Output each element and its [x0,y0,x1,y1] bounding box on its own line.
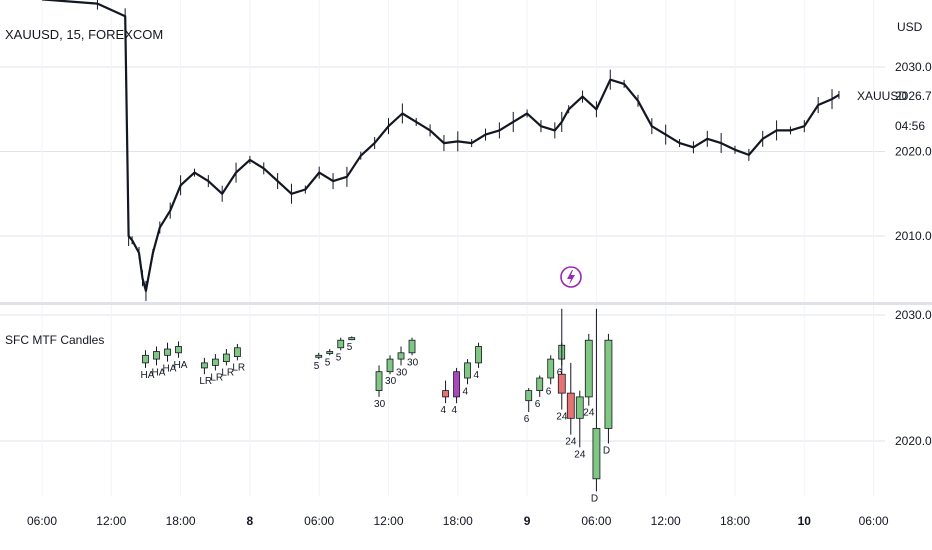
mtf-candle-label: 4 [441,405,447,416]
indicator-axis-label: 2020.00 [895,434,932,448]
mtf-candle-label: 24 [556,412,568,423]
mtf-candle-label: 5 [336,352,342,363]
bar-countdown: 04:56 [895,119,925,133]
mtf-candle-body[interactable] [566,392,575,419]
mtf-candle-label: LR [199,376,212,387]
time-axis-label: 06:00 [859,514,889,528]
price-axis-main[interactable]: 2030.00 2020.00 2010.00 [895,60,932,243]
mtf-candle-body[interactable] [453,371,460,398]
mtf-candle-label: 30 [374,399,386,410]
time-axis-label: 12:00 [96,514,126,528]
mtf-candle-body[interactable] [397,352,405,360]
mtf-candle-label: LR [210,372,223,383]
mtf-candle-label: HA [173,360,187,371]
currency-label: USD [897,20,923,34]
mtf-candle-body[interactable] [408,339,416,354]
price-axis-indicator[interactable]: 2030.00 2020.00 [895,308,932,448]
last-price-label: 2026.71 [895,89,932,103]
mtf-candle-label: LR [221,367,234,378]
mtf-candle-body[interactable] [475,346,482,364]
time-axis-label: 18:00 [720,514,750,528]
mtf-candle-body[interactable] [153,351,160,360]
mtf-candle-label: 30 [407,357,419,368]
mtf-candle-body[interactable] [375,371,383,392]
mtf-candle-label: 24 [583,408,595,419]
mtf-candle-body[interactable] [604,339,613,429]
time-axis-label: 10 [798,514,812,528]
mtf-candle-label: 30 [385,376,397,387]
price-tag-symbol: XAUUSD [857,89,907,103]
price-axis-label: 2010.00 [895,229,932,243]
mtf-candle-label: 30 [396,367,408,378]
time-axis-label: 18:00 [443,514,473,528]
mtf-candle-label: 4 [452,405,458,416]
mtf-candle-label: 5 [347,342,353,353]
mtf-candle-body[interactable] [164,348,171,356]
mtf-candle-body[interactable] [222,353,230,363]
mtf-candle-label: 24 [574,449,586,460]
time-axis-label: 06:00 [27,514,57,528]
mtf-candle-label: 6 [557,367,563,378]
indicator-axis-label: 2030.00 [895,308,932,322]
mtf-candle-body[interactable] [575,396,584,419]
mtf-candle-label: 4 [474,370,480,381]
mtf-candle-label: 5 [314,361,320,372]
mtf-candle-body[interactable] [464,362,471,379]
mtf-candle-label: HA [140,370,154,381]
price-axis-label: 2020.00 [895,145,932,159]
mtf-candle-label: 6 [524,414,530,425]
time-axis-label: 06:00 [581,514,611,528]
mtf-candle-label: 24 [565,437,577,448]
mtf-candle-body[interactable] [175,346,182,354]
mtf-candle-body[interactable] [326,351,334,354]
mtf-candle-body[interactable] [547,358,555,379]
indicator-title[interactable]: SFC MTF Candles [5,333,104,347]
pane-separator[interactable] [0,302,932,305]
mtf-candle-label: HA [151,367,165,378]
mtf-candle-label: 6 [546,386,552,397]
time-axis-label: 18:00 [166,514,196,528]
mtf-candle-body[interactable] [525,390,533,402]
time-axis-label: 9 [524,514,531,528]
mtf-candle-body[interactable] [386,358,394,373]
mtf-candle-body[interactable] [348,337,356,341]
mtf-candle-body[interactable] [200,362,208,369]
price-series[interactable] [41,0,840,301]
mtf-candle-label: 4 [463,386,469,397]
mtf-candle-label: D [603,446,610,457]
mtf-candle-body[interactable] [315,354,323,358]
mtf-candle-body[interactable] [557,373,566,394]
price-axis-label: 2030.00 [895,60,932,74]
mtf-candle-body[interactable] [584,339,593,398]
mtf-candle-body[interactable] [592,427,601,480]
mtf-candle-body[interactable] [442,390,449,398]
mtf-candle-label: 6 [535,399,541,410]
mtf-candle-body[interactable] [142,354,149,364]
time-axis-label: 12:00 [651,514,681,528]
time-axis-label: 06:00 [304,514,334,528]
mtf-candle-label: D [591,493,598,504]
mtf-candle-body[interactable] [337,339,345,349]
mtf-candle-label: LR [232,362,245,373]
time-axis[interactable]: 06:00 12:00 18:00 8 06:00 12:00 18:00 9 06:00 12:… [27,514,889,528]
mtf-candle-body[interactable] [233,347,241,357]
mtf-candle-label: 5 [325,357,331,368]
time-axis-label: 12:00 [373,514,403,528]
symbol-title[interactable]: XAUUSD, 15, FOREXCOM [5,27,163,42]
mtf-candle-body[interactable] [211,358,219,366]
lightning-bolt-icon[interactable] [560,266,582,288]
mtf-candle-body[interactable] [536,377,544,392]
mtf-candle-label: HA [162,364,176,375]
time-axis-label: 8 [247,514,254,528]
